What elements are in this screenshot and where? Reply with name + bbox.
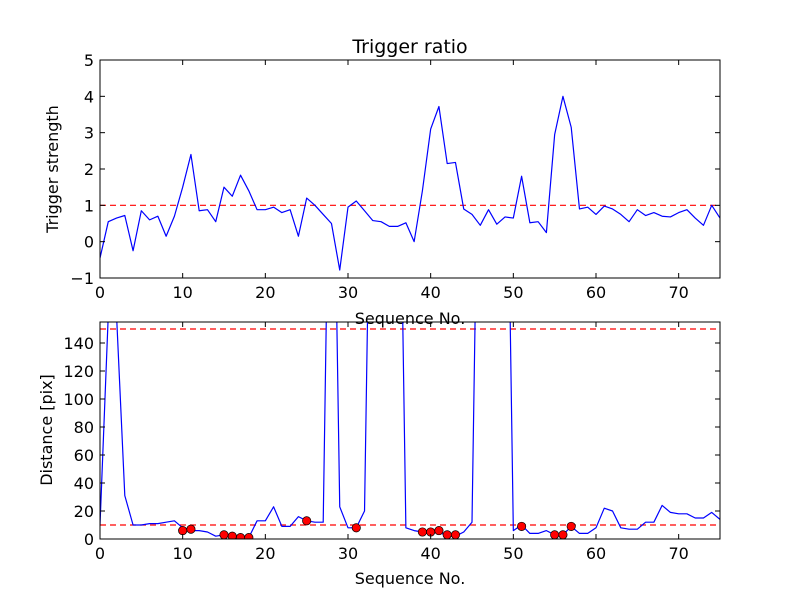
bottom-x-tick-label: 0: [95, 544, 105, 563]
bottom-x-tick-label: 60: [586, 544, 606, 563]
bottom-marker-point: [186, 524, 196, 534]
top-plot-area: [100, 95, 720, 271]
bottom-x-tick-label: 50: [503, 544, 523, 563]
bottom-marker-point: [517, 521, 527, 531]
bottom-marker-point: [417, 527, 427, 537]
top-x-tick-label: 40: [420, 283, 440, 302]
bottom-series-line: [100, 322, 720, 539]
top-y-axis-label: Trigger strength: [43, 105, 62, 234]
top-x-tick-label: 20: [255, 283, 275, 302]
bottom-marker-point: [434, 526, 444, 536]
top-x-axis-label: Sequence No.: [355, 309, 466, 328]
top-x-tick-label: 70: [668, 283, 688, 302]
top-y-tick-label: 1: [84, 196, 94, 215]
bottom-y-tick-label: 120: [63, 362, 94, 381]
bottom-y-tick-label: 40: [74, 474, 94, 493]
top-y-tick-label: −1: [70, 269, 94, 288]
bottom-plot-area: [100, 322, 720, 539]
bottom-y-tick-label: 100: [63, 390, 94, 409]
bottom-marker-point: [558, 530, 568, 539]
top-y-tick-label: 5: [84, 51, 94, 70]
bottom-marker-point: [566, 521, 576, 531]
bottom-x-tick-label: 70: [668, 544, 688, 563]
bottom-x-axis-label: Sequence No.: [355, 569, 466, 588]
bottom-y-tick-label: 0: [84, 530, 94, 549]
bottom-y-tick-label: 140: [63, 334, 94, 353]
bottom-marker-point: [219, 530, 229, 539]
bottom-marker-point: [550, 530, 560, 539]
bottom-marker-point: [450, 530, 461, 539]
top-x-tick-label: 10: [172, 283, 192, 302]
bottom-marker-point: [442, 530, 452, 539]
bottom-marker-point: [302, 516, 312, 526]
top-series-line: [100, 95, 720, 271]
bottom-x-tick-label: 20: [255, 544, 275, 563]
top-x-tick-label: 30: [338, 283, 358, 302]
top-x-tick-label: 50: [503, 283, 523, 302]
top-x-tick-label: 0: [95, 283, 105, 302]
bottom-marker-point: [244, 533, 254, 539]
bottom-axes: 0 10 20 30 40 50 60 70 0 20 40 60 80 100 120 140 Sequen…: [37, 321, 721, 588]
top-y-tick-label: 3: [84, 124, 94, 143]
top-chart-title: Trigger ratio: [351, 36, 467, 58]
bottom-y-tick-label: 20: [74, 502, 94, 521]
bottom-ticks: 0 10 20 30 40 50 60 70 0 20 40 60 80 100 120 140: [63, 322, 720, 563]
top-y-tick-label: 4: [84, 87, 94, 106]
bottom-y-tick-label: 80: [74, 418, 94, 437]
bottom-x-tick-label: 40: [420, 544, 440, 563]
bottom-marker-point: [351, 523, 361, 533]
bottom-y-tick-label: 60: [74, 446, 94, 465]
top-y-tick-label: 0: [84, 233, 94, 252]
bottom-marker-point: [178, 526, 188, 536]
top-x-tick-label: 60: [586, 283, 606, 302]
top-y-tick-label: 2: [84, 160, 94, 179]
bottom-x-tick-label: 10: [172, 544, 192, 563]
bottom-axes-frame: [99, 321, 721, 540]
bottom-x-tick-label: 30: [338, 544, 358, 563]
bottom-y-axis-label: Distance [pix]: [37, 374, 56, 486]
